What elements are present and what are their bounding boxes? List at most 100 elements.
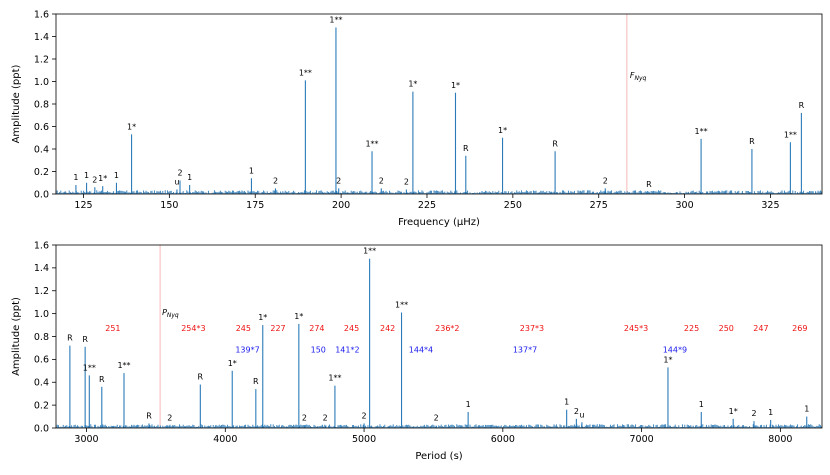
spacing-annotation: 227 xyxy=(270,324,285,333)
y-tick-label: 1.0 xyxy=(34,77,49,88)
spacing-annotation: 144*4 xyxy=(409,346,433,355)
y-tick-label: 0.2 xyxy=(34,400,49,411)
y-tick-label: 0.4 xyxy=(34,144,49,155)
peak-label: R xyxy=(82,335,88,344)
x-tick-label: 250 xyxy=(504,200,522,211)
y-tick-label: 0.2 xyxy=(34,167,49,178)
peak-label: 2 xyxy=(273,176,278,185)
peak-label: 1** xyxy=(328,374,341,383)
peak-label: R xyxy=(146,411,152,420)
x-tick-label: 8000 xyxy=(768,434,792,445)
x-tick-label: 175 xyxy=(246,200,264,211)
peak-label: 1** xyxy=(117,361,130,370)
x-axis-title: Period (s) xyxy=(415,451,462,462)
peak-label: 1* xyxy=(408,80,417,89)
peak-label: R xyxy=(646,180,652,189)
peak-label: 1 xyxy=(73,173,78,182)
peak-label: 1** xyxy=(299,68,312,77)
peak-label: 1 xyxy=(699,400,704,409)
peak-label: 2 xyxy=(404,178,409,187)
y-tick-label: 0.8 xyxy=(34,332,49,343)
y-tick-label: 0.4 xyxy=(34,378,49,389)
y-tick-label: 1.4 xyxy=(34,32,49,43)
peak-label: 1** xyxy=(365,139,378,148)
y-tick-label: 0.0 xyxy=(34,189,49,200)
spacing-annotation: 139*7 xyxy=(235,346,259,355)
peak-label: 1 xyxy=(114,171,119,180)
spacing-annotation: 236*2 xyxy=(435,324,459,333)
nyquist-label: PNyq xyxy=(162,308,179,319)
peak-label: 1* xyxy=(228,359,237,368)
peak-label: R xyxy=(253,377,259,386)
peak-label: 2 xyxy=(379,176,384,185)
x-tick-label: 3000 xyxy=(74,434,98,445)
peak-label: 1 xyxy=(84,171,89,180)
peak-label: R xyxy=(799,101,805,110)
peak-label: 2 xyxy=(177,169,182,178)
spacing-annotation: 141*2 xyxy=(335,346,359,355)
spacing-annotation: 242 xyxy=(380,324,395,333)
x-tick-label: 275 xyxy=(590,200,608,211)
plot-frame xyxy=(55,244,823,429)
peak-label: u xyxy=(579,410,584,419)
spacing-annotation: 150 xyxy=(311,346,326,355)
peak-label: 1* xyxy=(729,407,738,416)
peak-label: R xyxy=(463,144,469,153)
peak-label: 2 xyxy=(167,414,172,423)
y-tick-label: 0.6 xyxy=(34,355,49,366)
peak-label: R xyxy=(67,334,73,343)
peak-label: R xyxy=(198,373,204,382)
x-tick-label: 300 xyxy=(676,200,694,211)
peak-label: 1 xyxy=(249,166,254,175)
spacing-annotation: 225 xyxy=(684,324,699,333)
peak-label: 1 xyxy=(564,398,569,407)
peak-label: 1* xyxy=(451,81,460,90)
y-tick-label: 1.4 xyxy=(34,263,49,274)
peak-label: 1 xyxy=(804,405,809,414)
peak-label: 1* xyxy=(258,313,267,322)
peak-label: 2 xyxy=(336,176,341,185)
x-tick-label: 325 xyxy=(761,200,779,211)
spacing-annotation: 269 xyxy=(792,324,807,333)
peak-label: 2 xyxy=(751,409,756,418)
y-tick-label: 0.0 xyxy=(34,423,49,434)
x-tick-label: 225 xyxy=(418,200,436,211)
y-tick-label: 1.0 xyxy=(34,309,49,320)
spacing-annotation: 274 xyxy=(309,324,324,333)
x-tick-label: 150 xyxy=(160,200,178,211)
spacing-annotation: 144*9 xyxy=(663,346,687,355)
x-tick-label: 5000 xyxy=(352,434,376,445)
spacing-annotation: 254*3 xyxy=(181,324,205,333)
y-axis-title: Amplitude (ppt) xyxy=(11,297,22,376)
y-tick-label: 1.6 xyxy=(34,9,49,20)
peak-label: 1 xyxy=(187,173,192,182)
peak-label: 2 xyxy=(434,414,439,423)
peak-label: 2 xyxy=(323,414,328,423)
y-tick-label: 0.6 xyxy=(34,122,49,133)
peak-label: 2 xyxy=(92,175,97,184)
x-axis-title: Frequency (μHz) xyxy=(398,217,480,228)
plot-frame xyxy=(55,13,823,195)
spacing-annotation: 247 xyxy=(753,324,768,333)
peak-label: 1** xyxy=(83,363,96,372)
peak-label: 1* xyxy=(98,174,107,183)
x-tick-label: 200 xyxy=(332,200,350,211)
peak-label: R xyxy=(552,139,558,148)
peak-label: u xyxy=(174,178,179,187)
peak-label: 2 xyxy=(574,407,579,416)
x-tick-label: 125 xyxy=(74,200,92,211)
spacing-annotation: 251 xyxy=(105,324,120,333)
peak-label: 1 xyxy=(768,408,773,417)
peak-label: 1** xyxy=(395,300,408,309)
y-tick-label: 1.2 xyxy=(34,54,49,65)
y-tick-label: 1.2 xyxy=(34,286,49,297)
spacing-annotation: 245 xyxy=(344,324,359,333)
x-tick-label: 6000 xyxy=(491,434,515,445)
peak-label: 1* xyxy=(663,355,672,364)
peak-label: R xyxy=(749,137,755,146)
spacing-annotation: 250 xyxy=(719,324,734,333)
peak-label: 1 xyxy=(466,400,471,409)
